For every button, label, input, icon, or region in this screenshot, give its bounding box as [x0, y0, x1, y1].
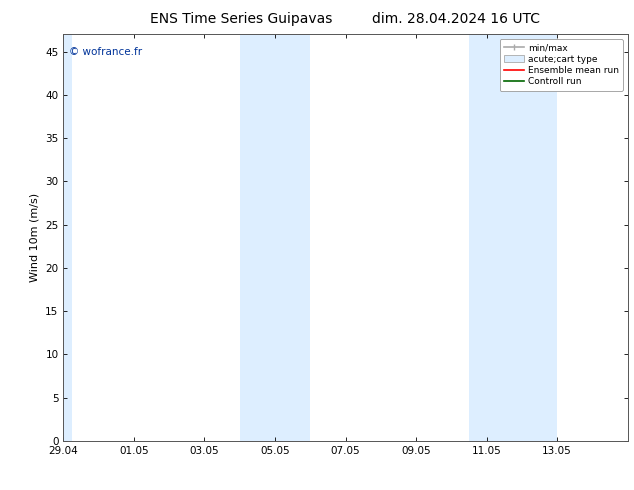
Bar — [63, 34, 72, 441]
Text: ENS Time Series Guipavas: ENS Time Series Guipavas — [150, 12, 332, 26]
Text: dim. 28.04.2024 16 UTC: dim. 28.04.2024 16 UTC — [373, 12, 540, 26]
Bar — [469, 34, 557, 441]
Text: © wofrance.fr: © wofrance.fr — [69, 47, 142, 56]
Legend: min/max, acute;cart type, Ensemble mean run, Controll run: min/max, acute;cart type, Ensemble mean … — [500, 39, 623, 91]
Bar — [240, 34, 310, 441]
Y-axis label: Wind 10m (m/s): Wind 10m (m/s) — [30, 193, 40, 282]
